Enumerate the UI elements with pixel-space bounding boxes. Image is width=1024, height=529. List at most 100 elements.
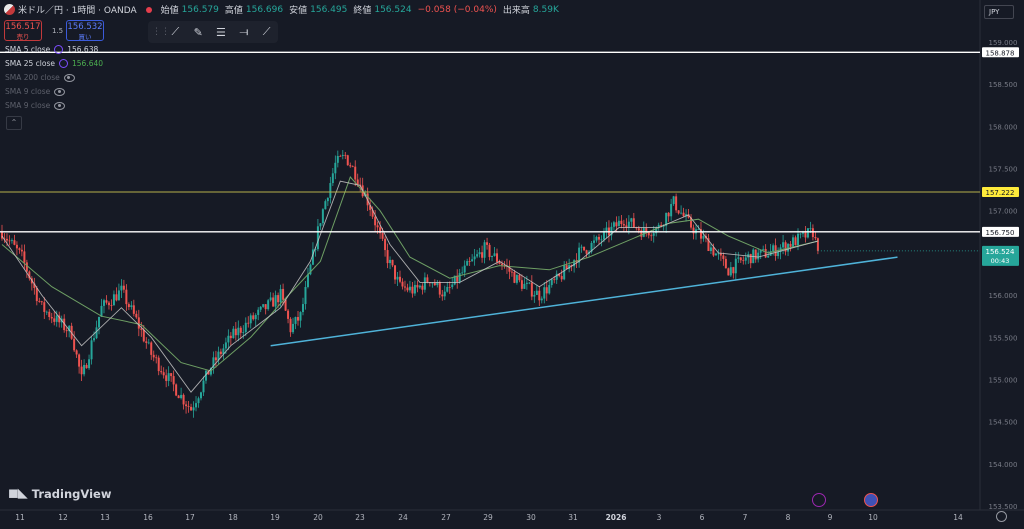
fib-tool-icon[interactable]: ☰ <box>216 25 226 39</box>
drag-handle-icon[interactable]: ⋮⋮ <box>152 27 170 37</box>
candle-body <box>685 214 688 217</box>
sell-button[interactable]: 156.517 売り <box>4 20 42 41</box>
candle-body <box>782 242 785 248</box>
volume-label: 出来高 <box>502 6 530 16</box>
collapse-legend-button[interactable]: ⌃ <box>6 116 22 130</box>
horizontal-ray-tool-icon[interactable]: ⟞ <box>239 25 249 38</box>
x-tick-label: 10 <box>868 513 878 522</box>
eye-icon[interactable] <box>54 101 66 110</box>
candle-body <box>369 205 372 210</box>
symbol-title[interactable]: 米ドル／円 · 1時間 · OANDA <box>18 6 137 16</box>
candle-body <box>707 238 710 252</box>
x-tick-label: 11 <box>15 513 25 522</box>
indicator-sma25[interactable]: SMA 25 close 156.640 <box>5 59 103 68</box>
candle-body <box>386 250 389 264</box>
candle-body <box>463 265 466 273</box>
candle-body <box>58 315 61 323</box>
candle-body <box>38 301 41 302</box>
candle-body <box>413 284 416 294</box>
candle-body <box>43 302 46 312</box>
candle-body <box>493 253 496 256</box>
candle-body <box>540 298 543 301</box>
candle-body <box>530 282 533 297</box>
candle-body <box>590 242 593 252</box>
candle-body <box>657 224 660 228</box>
candle-body <box>33 283 36 288</box>
line-tool-icon[interactable]: ⟋ <box>262 25 271 38</box>
y-tick-label: 157.500 <box>989 166 1018 174</box>
candle-body <box>284 299 287 311</box>
candle-body <box>625 225 628 228</box>
candle-body <box>150 342 153 355</box>
y-tick-label: 155.000 <box>989 376 1018 384</box>
replay-icon[interactable] <box>812 493 826 507</box>
candle-body <box>806 228 809 238</box>
candle-body <box>722 255 725 259</box>
buy-label: 買い <box>78 33 92 41</box>
candle-body <box>508 266 511 272</box>
currency-selector[interactable]: JPY <box>984 5 1014 19</box>
candle-body <box>662 225 665 227</box>
watermark-text: TradingView <box>31 486 112 501</box>
candle-body <box>724 258 727 269</box>
candle-body <box>433 282 436 286</box>
candle-body <box>665 212 668 226</box>
x-tick-label: 6 <box>700 513 705 522</box>
candle-body <box>515 275 518 283</box>
candle-body <box>294 317 297 324</box>
candle-body <box>792 237 795 247</box>
candle-body <box>289 318 292 333</box>
candle-body <box>217 351 220 361</box>
candle-body <box>83 364 86 375</box>
candle-body <box>687 214 690 218</box>
candle-body <box>816 238 819 251</box>
candle-body <box>175 384 178 396</box>
candle-body <box>550 279 553 286</box>
level-price-tag <box>982 47 1019 58</box>
chart-settings-icon[interactable] <box>996 511 1007 522</box>
candle-body <box>418 285 421 288</box>
open-label: 始値 <box>160 6 179 16</box>
candle-body <box>744 257 747 261</box>
x-tick-label: 29 <box>483 513 493 522</box>
candle-body <box>729 267 732 276</box>
x-tick-label: 31 <box>568 513 578 522</box>
indicator-sma5[interactable]: SMA 5 close 156.638 <box>5 45 98 54</box>
settings-icon[interactable] <box>59 59 68 68</box>
indicator-sma9[interactable]: SMA 9 close <box>5 87 66 96</box>
settings-icon[interactable] <box>54 45 64 54</box>
candle-body <box>605 227 608 232</box>
candle-body <box>809 228 812 230</box>
eye-icon[interactable] <box>54 87 66 96</box>
candle-body <box>279 288 282 303</box>
candle-body <box>219 351 222 355</box>
y-tick-label: 154.500 <box>989 419 1018 427</box>
drawing-toolbar: ⋮⋮ ⟋ ✎ ☰ ⟞ ⟋ <box>148 21 278 43</box>
candle-body <box>811 228 814 238</box>
economic-event-flag-icon[interactable] <box>864 493 878 507</box>
candle-body <box>267 300 270 310</box>
eye-icon[interactable] <box>63 73 75 82</box>
candle-body <box>224 342 227 349</box>
candle-body <box>306 274 309 287</box>
candle-body <box>672 196 675 205</box>
candle-body <box>28 271 31 279</box>
sell-label: 売り <box>16 33 30 41</box>
candle-body <box>655 227 658 234</box>
indicator-sma200[interactable]: SMA 200 close <box>5 73 75 82</box>
indicator-label: SMA 9 close <box>5 101 51 110</box>
candle-body <box>379 227 382 234</box>
indicator-sma9-b[interactable]: SMA 9 close <box>5 101 66 110</box>
candle-body <box>73 338 76 351</box>
candle-body <box>301 304 304 313</box>
candle-body <box>478 252 481 255</box>
candle-body <box>107 302 110 306</box>
buy-button[interactable]: 156.532 買い <box>66 20 104 41</box>
brush-tool-icon[interactable]: ✎ <box>193 25 203 39</box>
candle-body <box>165 375 168 381</box>
trend-line-tool-icon[interactable]: ⟋ <box>171 25 180 38</box>
candle-body <box>130 305 133 308</box>
candle-body <box>471 259 474 262</box>
candle-body <box>8 240 11 242</box>
